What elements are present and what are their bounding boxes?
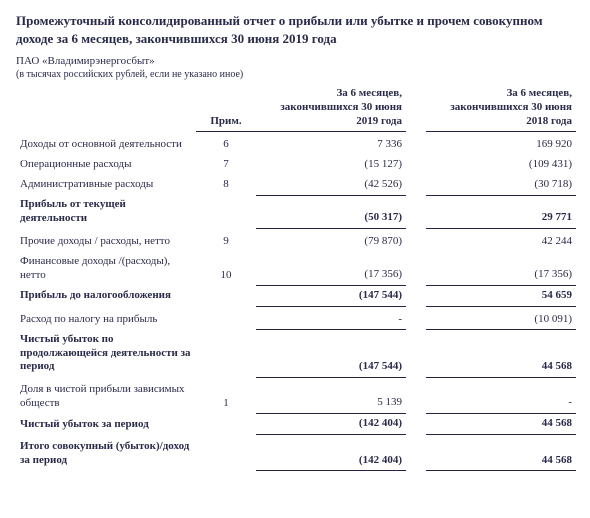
table-row: Прибыль до налогообложения (147 544) 54 …	[16, 285, 576, 306]
row-label: Доходы от основной деятельности	[16, 132, 196, 155]
row-note: 7	[196, 155, 256, 175]
row-label: Расход по налогу на прибыль	[16, 306, 196, 330]
row-label: Прибыль от текущей деятельности	[16, 195, 196, 229]
row-label: Административные расходы	[16, 175, 196, 195]
header-previous: За 6 месяцев, закончившихся 30 июня 2018…	[426, 84, 576, 132]
row-current: (79 870)	[256, 229, 406, 252]
table-row: Финансовые доходы /(расходы), нетто 10 (…	[16, 252, 576, 286]
company-name: ПАО «Владимирэнергосбыт»	[16, 55, 574, 67]
table-row: Доля в чистой прибыли зависимых обществ …	[16, 377, 576, 414]
row-previous: 29 771	[426, 195, 576, 229]
row-current: (147 544)	[256, 330, 406, 377]
row-current: -	[256, 306, 406, 330]
row-previous: 169 920	[426, 132, 576, 155]
table-row: Итого совокупный (убыток)/доход за перио…	[16, 434, 576, 471]
income-statement-table: Прим. За 6 месяцев, закончившихся 30 июн…	[16, 84, 576, 471]
row-previous: 44 568	[426, 434, 576, 471]
row-current: (142 404)	[256, 414, 406, 435]
row-label: Прибыль до налогообложения	[16, 285, 196, 306]
row-label: Итого совокупный (убыток)/доход за перио…	[16, 434, 196, 471]
table-row: Расход по налогу на прибыль - (10 091)	[16, 306, 576, 330]
row-current: (42 526)	[256, 175, 406, 195]
report-title: Промежуточный консолидированный отчет о …	[16, 12, 574, 47]
header-note: Прим.	[196, 84, 256, 132]
table-row: Административные расходы 8 (42 526) (30 …	[16, 175, 576, 195]
row-previous: 44 568	[426, 414, 576, 435]
header-current: За 6 месяцев, закончившихся 30 июня 2019…	[256, 84, 406, 132]
row-note: 9	[196, 229, 256, 252]
row-previous: 44 568	[426, 330, 576, 377]
row-previous: (109 431)	[426, 155, 576, 175]
row-label: Чистый убыток за период	[16, 414, 196, 435]
row-note: 8	[196, 175, 256, 195]
units-note: (в тысячах российских рублей, если не ук…	[16, 69, 574, 80]
row-current: 7 336	[256, 132, 406, 155]
row-current: (50 317)	[256, 195, 406, 229]
row-current: (147 544)	[256, 285, 406, 306]
row-current: (17 356)	[256, 252, 406, 286]
row-previous: (17 356)	[426, 252, 576, 286]
table-row: Доходы от основной деятельности 6 7 336 …	[16, 132, 576, 155]
row-note: 6	[196, 132, 256, 155]
row-label: Прочие доходы / расходы, нетто	[16, 229, 196, 252]
row-previous: -	[426, 377, 576, 414]
row-previous: (30 718)	[426, 175, 576, 195]
row-current: (15 127)	[256, 155, 406, 175]
row-previous: 54 659	[426, 285, 576, 306]
table-row: Чистый убыток по продолжающейся деятельн…	[16, 330, 576, 377]
row-note: 10	[196, 252, 256, 286]
row-previous: (10 091)	[426, 306, 576, 330]
table-row: Прибыль от текущей деятельности (50 317)…	[16, 195, 576, 229]
row-label: Доля в чистой прибыли зависимых обществ	[16, 377, 196, 414]
table-row: Чистый убыток за период (142 404) 44 568	[16, 414, 576, 435]
row-previous: 42 244	[426, 229, 576, 252]
row-current: 5 139	[256, 377, 406, 414]
table-row: Прочие доходы / расходы, нетто 9 (79 870…	[16, 229, 576, 252]
table-row: Операционные расходы 7 (15 127) (109 431…	[16, 155, 576, 175]
row-note: 1	[196, 377, 256, 414]
row-label: Чистый убыток по продолжающейся деятельн…	[16, 330, 196, 377]
row-label: Финансовые доходы /(расходы), нетто	[16, 252, 196, 286]
row-label: Операционные расходы	[16, 155, 196, 175]
row-current: (142 404)	[256, 434, 406, 471]
